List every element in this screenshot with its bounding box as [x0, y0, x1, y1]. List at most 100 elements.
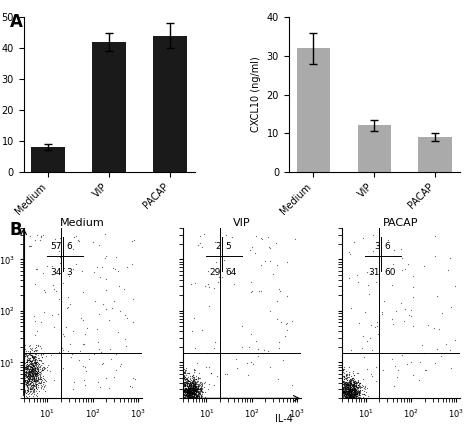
Point	[184, 385, 191, 391]
Point	[355, 395, 362, 402]
Point	[32, 372, 39, 379]
Point	[342, 381, 350, 388]
Point	[356, 391, 363, 397]
Point	[31, 360, 38, 367]
Point	[266, 244, 274, 251]
Point	[186, 394, 194, 401]
Point	[187, 388, 194, 395]
Point	[182, 387, 190, 394]
Point	[181, 375, 189, 382]
Point	[179, 375, 187, 382]
Point	[347, 381, 355, 388]
Point	[347, 381, 355, 388]
Point	[361, 309, 369, 316]
Point	[346, 384, 354, 391]
Point	[24, 388, 32, 394]
Point	[189, 379, 196, 386]
Point	[28, 364, 36, 371]
Point	[343, 389, 351, 396]
Point	[344, 381, 351, 388]
Point	[345, 389, 353, 396]
Point	[341, 394, 349, 401]
Point	[35, 357, 43, 364]
Point	[354, 389, 361, 396]
Point	[24, 384, 31, 391]
Point	[181, 378, 189, 385]
Point	[32, 375, 40, 382]
Point	[182, 392, 190, 399]
Point	[261, 346, 268, 353]
Point	[346, 379, 354, 386]
Point	[354, 385, 361, 392]
Point	[193, 392, 201, 399]
Point	[51, 285, 58, 292]
Point	[30, 347, 37, 354]
Point	[349, 395, 356, 402]
Point	[31, 379, 39, 386]
Point	[340, 374, 347, 381]
Point	[181, 387, 189, 394]
Point	[21, 378, 29, 385]
Point	[24, 370, 32, 377]
Point	[38, 382, 46, 389]
Point	[23, 368, 30, 375]
Point	[343, 381, 351, 388]
Point	[345, 274, 353, 281]
Point	[32, 381, 40, 388]
Point	[350, 369, 357, 376]
Point	[356, 383, 364, 390]
Point	[31, 365, 39, 372]
Point	[359, 333, 367, 340]
Point	[189, 382, 196, 389]
Point	[35, 342, 42, 349]
Point	[353, 383, 361, 390]
Point	[193, 394, 201, 401]
Point	[181, 386, 189, 393]
Point	[340, 387, 347, 394]
Point	[29, 360, 36, 367]
Point	[348, 387, 356, 394]
Point	[96, 274, 104, 281]
Point	[437, 352, 444, 359]
Point	[79, 317, 86, 323]
Point	[34, 361, 41, 368]
Point	[44, 362, 52, 368]
Point	[23, 356, 31, 363]
Point	[31, 365, 38, 372]
Point	[182, 393, 190, 400]
Point	[34, 343, 42, 350]
Point	[27, 352, 35, 359]
Point	[343, 392, 351, 399]
Point	[197, 386, 204, 393]
Point	[348, 394, 356, 401]
Point	[22, 392, 29, 399]
Point	[183, 388, 191, 394]
Point	[31, 360, 38, 367]
Point	[389, 260, 396, 267]
Point	[30, 362, 37, 369]
Point	[30, 377, 37, 384]
Point	[36, 376, 44, 383]
Point	[191, 391, 199, 397]
Point	[189, 392, 196, 399]
Point	[28, 345, 36, 352]
Point	[180, 368, 187, 375]
Point	[247, 359, 255, 365]
Point	[48, 311, 56, 318]
Point	[65, 244, 73, 251]
Point	[186, 385, 194, 392]
Point	[40, 384, 47, 391]
Point	[27, 346, 35, 353]
Point	[113, 366, 120, 373]
Point	[351, 385, 358, 392]
Point	[109, 304, 116, 311]
Point	[31, 359, 38, 365]
Point	[26, 371, 34, 378]
Point	[24, 352, 32, 359]
Point	[350, 392, 358, 399]
Point	[33, 373, 40, 380]
Point	[199, 326, 206, 333]
Point	[345, 378, 353, 385]
Point	[26, 372, 33, 379]
Point	[343, 389, 351, 396]
